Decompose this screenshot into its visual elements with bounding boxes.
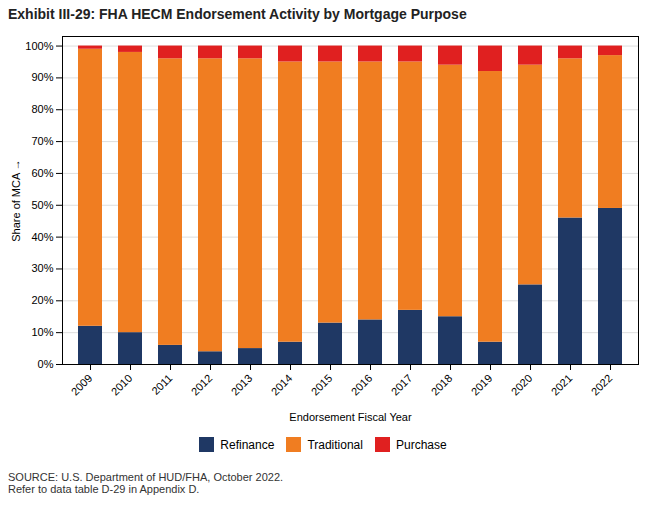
svg-text:Endorsement Fiscal Year: Endorsement Fiscal Year [289, 411, 412, 423]
svg-text:70%: 70% [31, 135, 53, 147]
svg-text:40%: 40% [31, 231, 53, 243]
svg-text:2018: 2018 [429, 372, 455, 398]
svg-text:2015: 2015 [309, 372, 335, 398]
svg-text:90%: 90% [31, 71, 53, 83]
html-text:SOURCE: U.S. Department of HUD: SOURCE: U.S. Department of HUD/FHA, Octo… [8, 471, 284, 495]
svg-text:Share of MCA →: Share of MCA → [10, 159, 22, 242]
svg-text:2020: 2020 [509, 372, 535, 398]
html-text:Purchase: Purchase [396, 437, 447, 452]
svg-text:2019: 2019 [469, 372, 495, 398]
svg-text:2022: 2022 [589, 372, 615, 398]
svg-text:2012: 2012 [189, 372, 215, 398]
html-text:Exhibit III-29: FHA HECM Endor: Exhibit III-29: FHA HECM Endorsement Act… [8, 6, 467, 22]
svg-text:2013: 2013 [229, 372, 255, 398]
svg-text:80%: 80% [31, 103, 53, 115]
svg-text:2021: 2021 [549, 372, 575, 398]
svg-text:50%: 50% [31, 199, 53, 211]
svg-text:2014: 2014 [269, 372, 295, 398]
svg-text:60%: 60% [31, 167, 53, 179]
svg-text:10%: 10% [31, 326, 53, 338]
svg-text:2016: 2016 [349, 372, 375, 398]
html-text:Refinance: Refinance [220, 437, 275, 452]
svg-text:2011: 2011 [149, 372, 174, 397]
svg-text:20%: 20% [31, 294, 53, 306]
svg-text:2009: 2009 [69, 372, 95, 398]
svg-text:100%: 100% [25, 40, 53, 52]
svg-text:30%: 30% [31, 262, 53, 274]
svg-text:0%: 0% [38, 358, 54, 370]
html-text:Traditional: Traditional [307, 437, 363, 452]
svg-text:2017: 2017 [389, 372, 415, 398]
svg-text:2010: 2010 [109, 372, 135, 398]
